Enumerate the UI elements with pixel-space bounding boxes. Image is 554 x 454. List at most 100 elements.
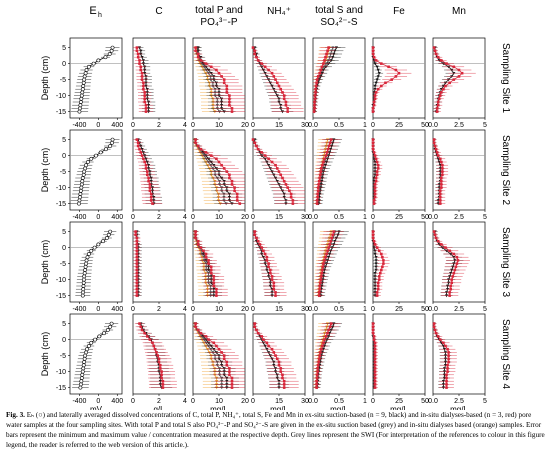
- fe-ex-situ-series-point: [377, 72, 381, 75]
- mn-in-situ-series-point: [446, 363, 449, 367]
- fe-in-situ-series-point: [371, 328, 375, 332]
- c-in-situ-series-point: [135, 236, 139, 240]
- fe-in-situ-series-point: [375, 291, 379, 294]
- mn-in-situ-series-point: [432, 230, 436, 233]
- fe-in-situ-series-point: [373, 186, 377, 189]
- x-tick-label: 0: [251, 214, 255, 221]
- nh4-in-situ-series-point: [270, 160, 274, 164]
- fe-in-situ-series-point: [373, 360, 377, 364]
- eh-series-point: [83, 71, 88, 76]
- s-in-situ-series-point: [329, 138, 333, 141]
- x-tick-label: 20: [241, 214, 249, 221]
- x-tick-label: 15: [275, 122, 283, 129]
- s-in-situ-series-point: [313, 97, 317, 101]
- nh4-in-situ-series-point: [291, 199, 295, 202]
- fe-in-situ-series-point: [372, 103, 376, 107]
- nh4-in-situ-series-point: [267, 262, 270, 265]
- c-in-situ-series-point: [157, 357, 161, 361]
- s-in-situ-series-point: [314, 91, 317, 94]
- fe-in-situ-series-point: [373, 386, 377, 389]
- x-unit-label: mg/L: [330, 405, 348, 410]
- p-in-situ-series-point: [194, 322, 197, 325]
- fe-in-situ-series-point: [376, 281, 380, 285]
- fe-in-situ-series-point: [381, 265, 384, 269]
- c-in-situ-series-point: [160, 376, 163, 380]
- col-title-s: total S and: [315, 5, 363, 16]
- s-in-situ-series-point: [323, 157, 326, 161]
- eh-series-point: [78, 382, 83, 387]
- x-tick-label: 0: [131, 214, 135, 221]
- eh-series-point: [78, 192, 83, 196]
- mn-in-situ-series-point: [434, 147, 438, 151]
- fe-in-situ-series-point: [377, 249, 381, 253]
- s-in-situ-series-point: [315, 199, 319, 202]
- nh4-in-situ-series-point: [275, 81, 279, 85]
- mn-in-situ-series-point: [440, 91, 443, 94]
- fe-in-situ-series-point: [382, 259, 385, 262]
- s-in-situ-series-point: [315, 78, 319, 81]
- mn-in-situ-series-point: [435, 110, 439, 113]
- fe-ex-situ-series-point: [373, 62, 377, 66]
- nh4-in-situ-series-point: [265, 255, 269, 259]
- eh-series-point: [85, 255, 90, 260]
- fe-in-situ-series-point: [376, 163, 380, 167]
- c-in-situ-series-point: [139, 325, 143, 329]
- fe-in-situ-series-point: [375, 246, 379, 249]
- p-in-situ-series-point: [209, 65, 213, 69]
- fe-in-situ-series-point: [380, 268, 383, 272]
- y-tick-label: -5: [60, 169, 66, 176]
- x-tick-label: 50: [421, 306, 429, 313]
- x-tick-label: 25: [395, 214, 403, 221]
- mn-in-situ-series-point: [452, 65, 456, 69]
- p-in-situ-series-point: [194, 141, 197, 145]
- mn-in-situ-series-point: [444, 246, 447, 249]
- nh4-in-situ-series-point: [282, 386, 286, 389]
- fe-in-situ-series-point: [371, 141, 375, 145]
- mn-in-situ-series-point: [447, 351, 450, 354]
- fe-in-situ-series-point: [381, 255, 384, 259]
- eh-series-point: [81, 363, 86, 368]
- fe-in-situ-series-point: [374, 157, 378, 161]
- x-tick-label: 1: [363, 122, 367, 129]
- eh-series-point: [77, 201, 81, 206]
- x-tick-label: 400: [111, 122, 123, 129]
- mn-in-situ-series-point: [438, 195, 442, 199]
- fe-ex-situ-series-point: [374, 259, 378, 262]
- s-in-situ-series-point: [327, 144, 331, 148]
- mn-in-situ-series-point: [445, 62, 448, 65]
- mn-in-situ-series-point: [449, 287, 452, 291]
- fe-in-situ-series-point: [372, 151, 376, 154]
- nh4-in-situ-series-point: [253, 49, 257, 53]
- eh-series-point: [92, 245, 97, 250]
- s-in-situ-series-point: [315, 373, 319, 377]
- x-tick-label: 25: [395, 398, 403, 405]
- s-in-situ-series-point: [318, 281, 322, 285]
- x-tick-label: 20: [241, 306, 249, 313]
- p-in-situ-series-point: [228, 97, 231, 101]
- s-in-situ-series-point: [315, 383, 318, 386]
- s-in-situ-series-point: [319, 170, 323, 173]
- nh4-in-situ-series-point: [267, 68, 270, 72]
- nh4-in-situ-series-point: [284, 100, 288, 104]
- c-in-situ-series-point: [138, 322, 141, 325]
- x-tick-label: 4: [183, 122, 187, 129]
- mn-in-situ-series-point: [457, 68, 461, 72]
- panel-frame-nh4: [252, 129, 306, 211]
- p-in-situ-series-point: [230, 107, 234, 110]
- s-in-situ-series-point: [327, 246, 330, 249]
- p-in-situ-series-point: [217, 71, 221, 75]
- x-tick-label: 5: [483, 398, 487, 405]
- site-label: Sampling Site 2: [500, 135, 511, 205]
- nh4-in-situ-series-point: [260, 335, 263, 338]
- c-in-situ-series-point: [138, 147, 141, 151]
- c-in-situ-series-point: [146, 173, 149, 177]
- nh4-in-situ-series-point: [272, 281, 276, 285]
- x-tick-label: 5: [483, 122, 487, 129]
- eh-series-point: [78, 106, 82, 111]
- eh-series-point: [104, 236, 109, 240]
- c-in-situ-series-point: [160, 373, 163, 377]
- panel-frame-nh4: [252, 221, 306, 303]
- s-in-situ-series-point: [320, 347, 323, 351]
- x-tick-label: -400: [72, 306, 86, 313]
- mn-in-situ-series-point: [438, 157, 442, 161]
